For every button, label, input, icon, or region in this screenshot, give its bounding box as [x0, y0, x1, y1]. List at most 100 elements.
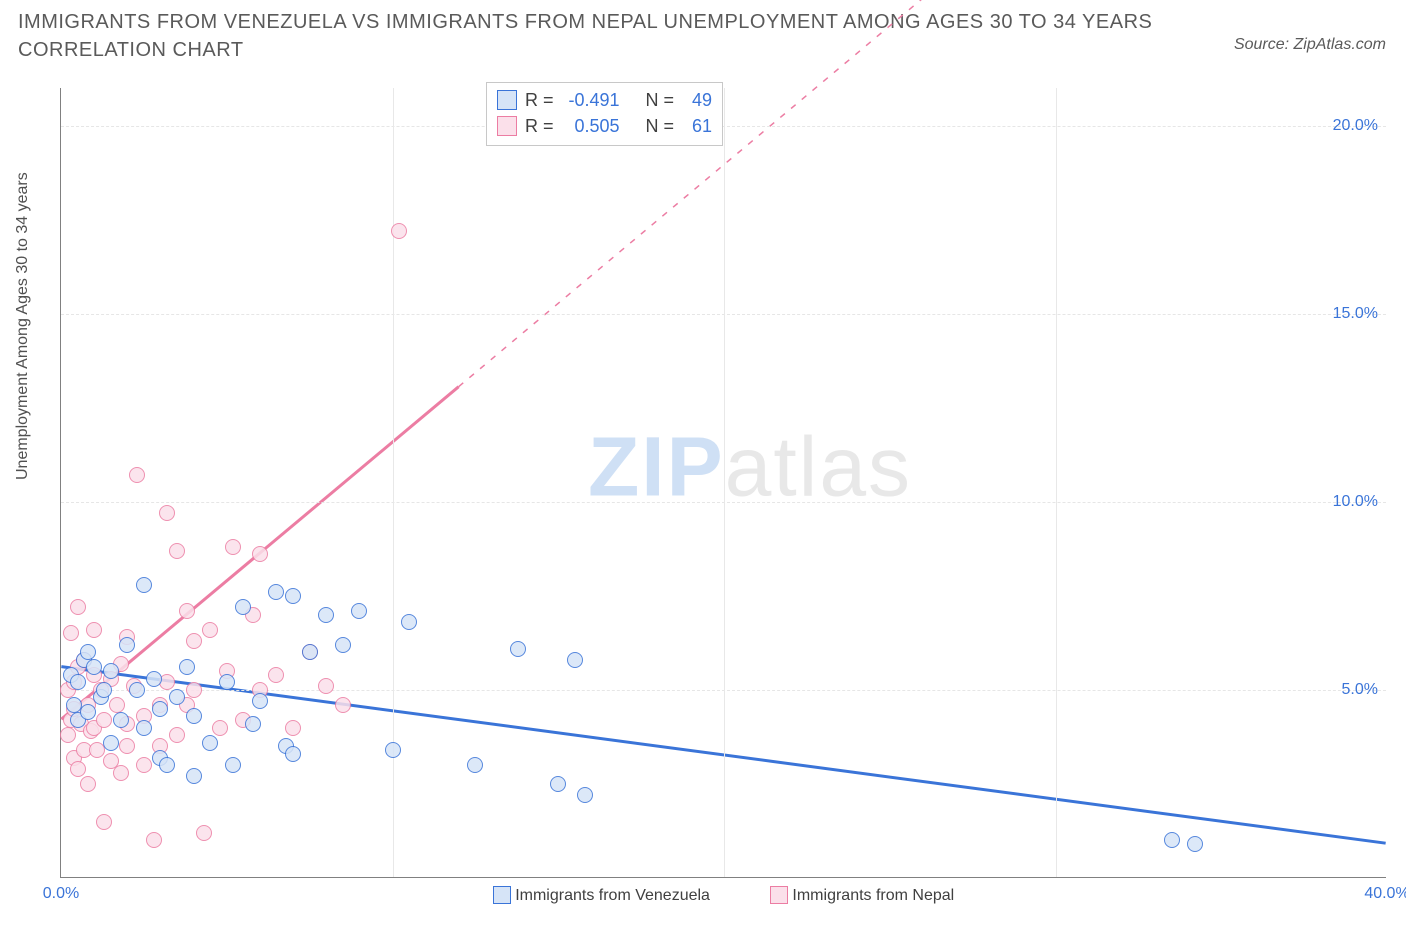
- data-point: [219, 674, 235, 690]
- watermark-zip: ZIP: [588, 419, 725, 513]
- legend-series-name: Immigrants from Venezuela: [515, 887, 710, 904]
- data-point: [550, 776, 566, 792]
- data-point: [196, 825, 212, 841]
- grid-line-vertical: [724, 88, 725, 877]
- data-point: [109, 697, 125, 713]
- data-point: [467, 757, 483, 773]
- data-point: [152, 701, 168, 717]
- data-point: [80, 644, 96, 660]
- data-point: [212, 720, 228, 736]
- data-point: [1187, 836, 1203, 852]
- data-point: [70, 674, 86, 690]
- data-point: [245, 716, 261, 732]
- data-point: [335, 637, 351, 653]
- data-point: [146, 671, 162, 687]
- data-point: [169, 689, 185, 705]
- data-point: [285, 588, 301, 604]
- data-point: [136, 757, 152, 773]
- data-point: [268, 667, 284, 683]
- data-point: [567, 652, 583, 668]
- data-point: [70, 599, 86, 615]
- data-point: [146, 832, 162, 848]
- data-point: [129, 682, 145, 698]
- data-point: [159, 757, 175, 773]
- data-point: [577, 787, 593, 803]
- data-point: [119, 738, 135, 754]
- data-point: [225, 757, 241, 773]
- data-point: [63, 625, 79, 641]
- legend-swatch: [497, 116, 517, 136]
- y-axis-label: Unemployment Among Ages 30 to 34 years: [14, 172, 32, 480]
- data-point: [119, 637, 135, 653]
- data-point: [351, 603, 367, 619]
- grid-line-vertical: [1056, 88, 1057, 877]
- legend-n-label: N =: [646, 87, 675, 113]
- data-point: [318, 678, 334, 694]
- legend-r-label: R =: [525, 113, 554, 139]
- data-point: [335, 697, 351, 713]
- y-tick-label: 20.0%: [1333, 117, 1378, 135]
- data-point: [113, 765, 129, 781]
- legend-r-value: -0.491: [562, 87, 620, 113]
- data-point: [225, 539, 241, 555]
- data-point: [385, 742, 401, 758]
- grid-line-vertical: [393, 88, 394, 877]
- legend-n-label: N =: [646, 113, 675, 139]
- legend-series: Immigrants from Venezuela Immigrants fro…: [61, 886, 1386, 905]
- legend-n-value: 49: [682, 87, 712, 113]
- chart-title: IMMIGRANTS FROM VENEZUELA VS IMMIGRANTS …: [18, 8, 1206, 64]
- data-point: [113, 712, 129, 728]
- data-point: [169, 543, 185, 559]
- legend-n-value: 61: [682, 113, 712, 139]
- data-point: [252, 546, 268, 562]
- legend-swatch: [497, 90, 517, 110]
- data-point: [80, 704, 96, 720]
- data-point: [1164, 832, 1180, 848]
- data-point: [159, 505, 175, 521]
- data-point: [96, 814, 112, 830]
- x-tick-label: 40.0%: [1364, 885, 1406, 903]
- data-point: [179, 659, 195, 675]
- data-point: [391, 223, 407, 239]
- data-point: [202, 622, 218, 638]
- data-point: [285, 720, 301, 736]
- x-tick-label: 0.0%: [43, 885, 79, 903]
- legend-row: R = -0.491 N = 49: [497, 87, 712, 113]
- data-point: [169, 727, 185, 743]
- legend-swatch: [493, 886, 511, 904]
- data-point: [96, 712, 112, 728]
- data-point: [202, 735, 218, 751]
- data-point: [285, 746, 301, 762]
- legend-correlation: R = -0.491 N = 49 R = 0.505 N = 61: [486, 82, 723, 146]
- legend-r-label: R =: [525, 87, 554, 113]
- data-point: [186, 768, 202, 784]
- data-point: [186, 633, 202, 649]
- data-point: [186, 682, 202, 698]
- data-point: [186, 708, 202, 724]
- data-point: [136, 577, 152, 593]
- data-point: [80, 776, 96, 792]
- data-point: [136, 720, 152, 736]
- data-point: [510, 641, 526, 657]
- data-point: [103, 663, 119, 679]
- y-tick-label: 5.0%: [1342, 681, 1378, 699]
- data-point: [318, 607, 334, 623]
- legend-swatch: [770, 886, 788, 904]
- data-point: [129, 467, 145, 483]
- data-point: [252, 693, 268, 709]
- data-point: [60, 727, 76, 743]
- data-point: [401, 614, 417, 630]
- data-point: [268, 584, 284, 600]
- plot-area: ZIPatlas R =-0.491N =49R =0.505N =61 Imm…: [60, 88, 1386, 878]
- data-point: [86, 622, 102, 638]
- data-point: [103, 735, 119, 751]
- data-point: [235, 599, 251, 615]
- watermark-atlas: atlas: [725, 419, 912, 513]
- data-point: [179, 603, 195, 619]
- legend-row: R = 0.505 N = 61: [497, 113, 712, 139]
- watermark: ZIPatlas: [588, 418, 912, 515]
- data-point: [96, 682, 112, 698]
- data-point: [70, 761, 86, 777]
- source-label: Source: ZipAtlas.com: [1234, 36, 1386, 54]
- legend-r-value: 0.505: [562, 113, 620, 139]
